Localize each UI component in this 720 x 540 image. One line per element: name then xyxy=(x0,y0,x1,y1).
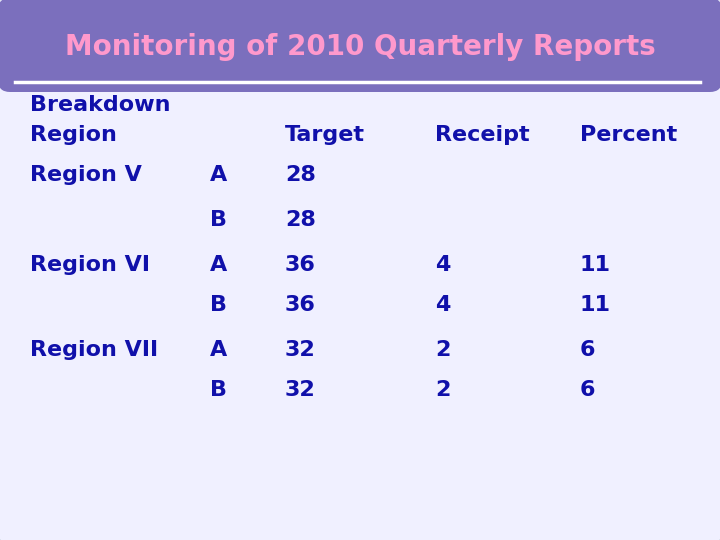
Text: 32: 32 xyxy=(285,340,316,360)
Text: 6: 6 xyxy=(580,380,595,400)
Text: 11: 11 xyxy=(580,295,611,315)
Text: 36: 36 xyxy=(285,255,316,275)
Text: Region VI: Region VI xyxy=(30,255,150,275)
Text: A: A xyxy=(210,255,228,275)
Text: B: B xyxy=(210,210,227,230)
Text: Target: Target xyxy=(285,125,365,145)
Text: B: B xyxy=(210,295,227,315)
Text: B: B xyxy=(210,380,227,400)
Text: Percent: Percent xyxy=(580,125,678,145)
Text: Region V: Region V xyxy=(30,165,142,185)
Text: 28: 28 xyxy=(285,210,316,230)
Text: 11: 11 xyxy=(580,255,611,275)
Text: 32: 32 xyxy=(285,380,316,400)
Text: A: A xyxy=(210,165,228,185)
FancyBboxPatch shape xyxy=(0,0,720,92)
Text: 4: 4 xyxy=(435,295,451,315)
Bar xyxy=(10,50,710,80)
Text: A: A xyxy=(210,340,228,360)
Text: 36: 36 xyxy=(285,295,316,315)
Text: 2: 2 xyxy=(435,340,451,360)
Text: 2: 2 xyxy=(435,380,451,400)
Text: Breakdown: Breakdown xyxy=(30,95,171,115)
Text: Monitoring of 2010 Quarterly Reports: Monitoring of 2010 Quarterly Reports xyxy=(65,33,655,61)
Text: Region: Region xyxy=(30,125,117,145)
Text: 28: 28 xyxy=(285,165,316,185)
Text: Region VII: Region VII xyxy=(30,340,158,360)
Text: Receipt: Receipt xyxy=(435,125,530,145)
Text: 4: 4 xyxy=(435,255,451,275)
Text: 6: 6 xyxy=(580,340,595,360)
